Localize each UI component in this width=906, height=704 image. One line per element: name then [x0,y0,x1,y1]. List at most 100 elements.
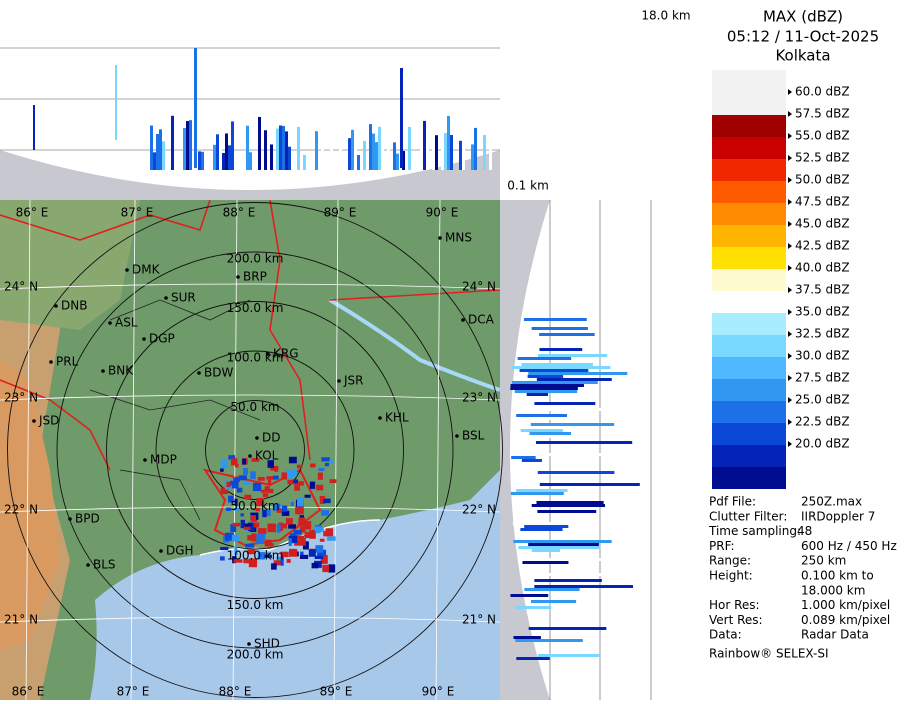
profile-echo [396,153,399,170]
longitude-label: 89° E [324,206,357,220]
range-label: 150.0 km [227,301,284,315]
legend-swatch [712,269,786,291]
profile-echo [315,131,318,170]
echo [220,468,224,472]
legend-swatch [712,335,786,357]
profile-echo [204,154,207,170]
city-marker [255,436,259,440]
profile-echo [321,146,324,170]
echo [319,495,325,504]
profile-echo [162,141,165,170]
echo [323,498,331,504]
legend-swatch [712,181,786,203]
legend-label: 55.0 dBZ [795,129,850,143]
profile-echo [521,459,542,462]
city-marker [54,304,58,308]
echo [314,526,324,532]
profile-echo [282,125,285,170]
profile-echo [539,483,640,486]
city-label: BLS [93,558,116,572]
profile-echo [423,120,426,170]
echo [240,519,246,529]
echo [281,472,288,480]
echo [323,531,328,537]
info-key: Pdf File: [709,495,756,509]
echo [260,489,266,493]
profile-echo [528,627,607,630]
city-marker [159,549,163,553]
profile-echo [400,68,403,168]
profile-echo [297,126,300,170]
echo [288,456,297,464]
profile-echo [517,357,572,360]
legend-tick [788,397,792,403]
echo [286,559,291,563]
echo [281,505,288,512]
city-label: DGH [166,544,194,558]
profile-echo [510,387,578,390]
range-ring [205,400,305,500]
latitude-label: 23° N [4,391,38,405]
echo [233,477,239,482]
echo [265,543,274,547]
profile-echo [539,348,583,351]
echo [257,552,265,560]
profile-echo [420,133,423,170]
footer: Rainbow® SELEX-SI [709,647,829,661]
echo [276,556,284,564]
echo [240,513,244,517]
profile-echo [524,525,569,528]
echo [309,530,316,539]
echo [294,481,300,491]
legend-tick [788,133,792,139]
echo [293,530,302,535]
profile-echo [33,105,35,150]
echo [280,551,289,558]
profile-echo [219,122,222,170]
profile-echo [432,148,435,170]
echo [315,545,324,553]
echo [290,502,294,507]
info-key: Clutter Filter: [709,509,787,523]
title: MAX (dBZ) [763,8,843,26]
echo [276,508,282,513]
city-marker [438,236,442,240]
state-border [0,199,501,471]
profile-echo [534,585,633,588]
echo [273,560,283,566]
legend-tick [788,309,792,315]
legend-label: 35.0 dBZ [795,305,850,319]
profile-echo [279,125,282,170]
profile-echo [536,378,612,381]
echo [329,459,334,464]
profile-echo [513,636,541,639]
bottom-height-label: 0.1 km [507,179,549,193]
profile-echo [522,561,569,564]
legend-tick [788,375,792,381]
profile-echo [402,150,405,170]
profile-echo [231,121,234,170]
profile-echo [246,125,249,170]
profile-echo [183,128,186,170]
legend-tick [788,353,792,359]
profile-echo [426,134,429,170]
echo [285,470,294,479]
profile-echo [357,154,360,170]
city-label: JSD [38,414,59,428]
city-label: SUR [171,291,196,305]
profile-echo [222,152,225,170]
echo [230,524,237,533]
echo [233,559,243,563]
echo [288,538,292,547]
city-label: MNS [445,231,472,245]
profile-echo [530,423,615,426]
profile-echo [512,417,590,420]
echo [317,549,327,559]
echo [276,524,281,533]
longitude-label: 88° E [219,685,252,699]
profile-echo [441,125,444,170]
station: Kolkata [775,47,830,65]
echo [328,564,336,573]
profile-echo [537,354,608,357]
profile-echo [366,154,369,170]
